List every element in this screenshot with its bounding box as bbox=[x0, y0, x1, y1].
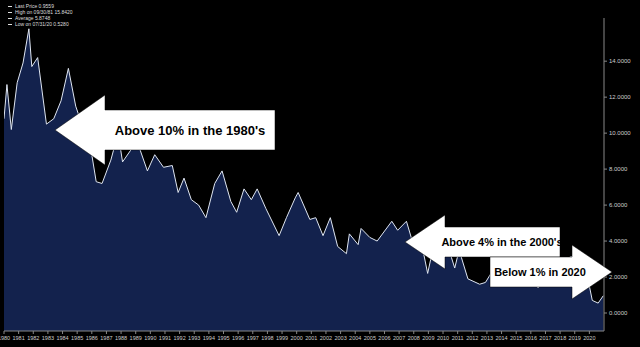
svg-text:1995: 1995 bbox=[217, 335, 229, 341]
html-text:Last Price 0.9559: Last Price 0.9559 bbox=[15, 3, 54, 9]
svg-text:1981: 1981 bbox=[13, 335, 25, 341]
svg-text:2013: 2013 bbox=[481, 335, 493, 341]
svg-text:1988: 1988 bbox=[115, 335, 127, 341]
svg-text:2003: 2003 bbox=[334, 335, 346, 341]
html-text:Low on 07/31/20 0.5280: Low on 07/31/20 0.5280 bbox=[15, 21, 69, 27]
svg-text:2002: 2002 bbox=[320, 335, 332, 341]
svg-text:12.0000: 12.0000 bbox=[609, 94, 631, 100]
svg-text:1987: 1987 bbox=[100, 335, 112, 341]
svg-text:2017: 2017 bbox=[539, 335, 551, 341]
svg-text:1983: 1983 bbox=[42, 335, 54, 341]
svg-text:1992: 1992 bbox=[173, 335, 185, 341]
svg-text:2.0000: 2.0000 bbox=[609, 274, 628, 280]
svg-text:10.0000: 10.0000 bbox=[609, 130, 631, 136]
svg-text:2011: 2011 bbox=[452, 335, 464, 341]
svg-text:2006: 2006 bbox=[378, 335, 390, 341]
svg-text:6.0000: 6.0000 bbox=[609, 202, 628, 208]
svg-text:1991: 1991 bbox=[159, 335, 171, 341]
html-text:High on 09/30/81 15.8420: High on 09/30/81 15.8420 bbox=[15, 9, 73, 15]
svg-text:1980: 1980 bbox=[8, 335, 10, 341]
svg-text:14.0000: 14.0000 bbox=[609, 58, 631, 64]
svg-text:1993: 1993 bbox=[188, 335, 200, 341]
svg-text:1990: 1990 bbox=[144, 335, 156, 341]
svg-text:Above 4% in the 2000's: Above 4% in the 2000's bbox=[441, 236, 562, 248]
svg-text:2019: 2019 bbox=[569, 335, 581, 341]
svg-text:1986: 1986 bbox=[86, 335, 98, 341]
svg-text:2004: 2004 bbox=[349, 335, 361, 341]
svg-text:2014: 2014 bbox=[495, 335, 507, 341]
svg-text:1985: 1985 bbox=[71, 335, 83, 341]
svg-text:1994: 1994 bbox=[203, 335, 215, 341]
svg-text:2007: 2007 bbox=[393, 335, 405, 341]
svg-text:2015: 2015 bbox=[510, 335, 522, 341]
svg-text:1997: 1997 bbox=[247, 335, 259, 341]
svg-text:2012: 2012 bbox=[466, 335, 478, 341]
svg-text:1999: 1999 bbox=[276, 335, 288, 341]
svg-text:1996: 1996 bbox=[232, 335, 244, 341]
svg-text:2000: 2000 bbox=[291, 335, 303, 341]
svg-text:2009: 2009 bbox=[422, 335, 434, 341]
svg-text:Above 10% in the 1980's: Above 10% in the 1980's bbox=[115, 123, 266, 138]
svg-text:2001: 2001 bbox=[305, 335, 317, 341]
svg-text:8.0000: 8.0000 bbox=[609, 166, 628, 172]
svg-text:1982: 1982 bbox=[27, 335, 39, 341]
html-text:Average 5.8748: Average 5.8748 bbox=[15, 15, 51, 21]
svg-text:2010: 2010 bbox=[437, 335, 449, 341]
svg-text:Below 1% in 2020: Below 1% in 2020 bbox=[494, 266, 586, 278]
svg-text:4.0000: 4.0000 bbox=[609, 238, 628, 244]
svg-text:0.0000: 0.0000 bbox=[609, 310, 628, 316]
svg-text:2018: 2018 bbox=[554, 335, 566, 341]
svg-text:1984: 1984 bbox=[56, 335, 68, 341]
svg-text:1989: 1989 bbox=[130, 335, 142, 341]
svg-text:2020: 2020 bbox=[583, 335, 595, 341]
svg-text:1998: 1998 bbox=[261, 335, 273, 341]
svg-text:2005: 2005 bbox=[364, 335, 376, 341]
svg-text:2016: 2016 bbox=[525, 335, 537, 341]
svg-text:2008: 2008 bbox=[408, 335, 420, 341]
